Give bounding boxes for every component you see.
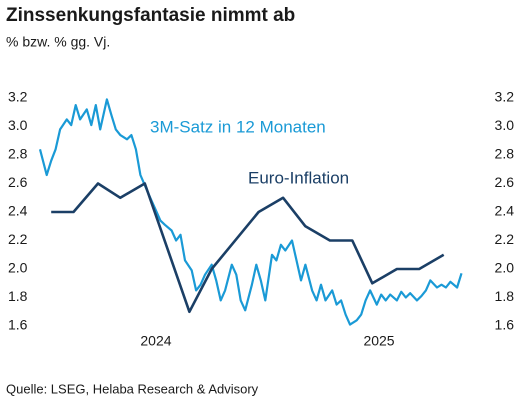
- y2-tick-label: 1.8: [495, 288, 515, 304]
- chart-title: Zinssenkungsfantasie nimmt ab: [6, 5, 295, 26]
- y-tick-label: 2.8: [8, 146, 28, 162]
- y2-tick-label: 2.4: [495, 203, 515, 219]
- y-tick-label: 1.8: [8, 288, 28, 304]
- series-label: Euro-Inflation: [248, 168, 349, 187]
- y-tick-label: 2.6: [8, 174, 28, 190]
- y-tick-label: 2.2: [8, 231, 28, 247]
- series-line: [38, 98, 463, 326]
- y-tick-label: 2.4: [8, 203, 28, 219]
- series-label: 3M-Satz in 12 Monaten: [150, 117, 326, 136]
- y2-tick-label: 1.6: [495, 317, 515, 333]
- y2-tick-label: 2.2: [495, 231, 515, 247]
- x-tick-label: 2024: [140, 333, 171, 349]
- y2-tick-label: 2.8: [495, 146, 515, 162]
- y2-tick-label: 2.0: [495, 260, 515, 276]
- y2-tick-label: 3.0: [495, 117, 515, 133]
- source-note: Quelle: LSEG, Helaba Research & Advisory: [6, 381, 259, 396]
- y2-tick-label: 3.2: [495, 89, 515, 105]
- x-tick-label: 2025: [363, 333, 394, 349]
- series-line: [51, 182, 445, 314]
- chart-subtitle: % bzw. % gg. Vj.: [6, 34, 110, 50]
- y-tick-label: 2.0: [8, 260, 28, 276]
- y-tick-label: 3.2: [8, 89, 28, 105]
- y-tick-label: 3.0: [8, 117, 28, 133]
- y-tick-label: 1.6: [8, 317, 28, 333]
- y2-tick-label: 2.6: [495, 174, 515, 190]
